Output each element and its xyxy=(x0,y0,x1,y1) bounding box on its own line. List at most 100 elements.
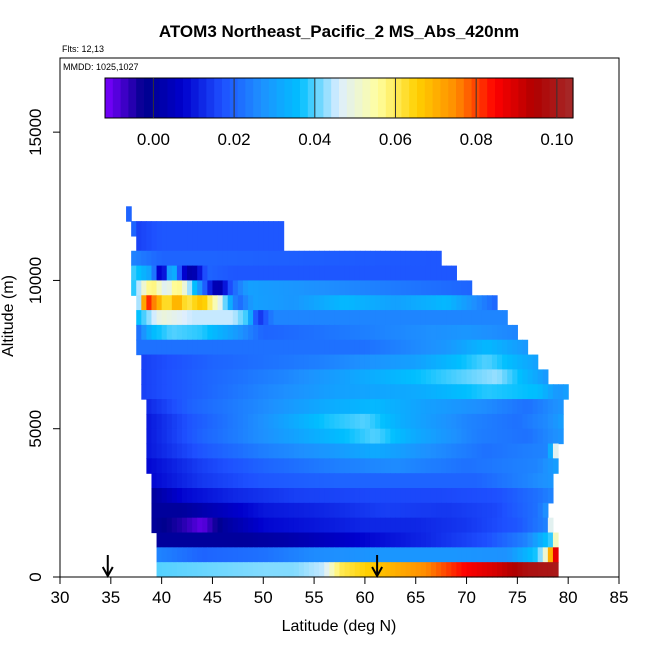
heatmap-cell xyxy=(181,295,188,311)
heatmap-cell xyxy=(380,562,386,578)
heatmap-cell xyxy=(380,458,386,474)
heatmap-cell xyxy=(151,502,158,519)
heatmap-cell xyxy=(420,384,427,400)
heatmap-cell xyxy=(441,473,447,489)
heatmap-cell xyxy=(466,562,473,578)
heatmap-cell xyxy=(339,280,346,296)
heatmap-cell xyxy=(136,250,142,267)
flight-markers xyxy=(101,555,383,579)
heatmap-cell xyxy=(349,280,356,296)
heatmap-cell xyxy=(446,547,452,563)
colorbar-segment xyxy=(253,78,262,118)
heatmap-cell xyxy=(217,547,224,563)
heatmap-cell xyxy=(390,280,396,296)
heatmap-cell xyxy=(359,280,366,296)
heatmap-cell xyxy=(176,280,183,296)
heatmap-cell xyxy=(176,502,183,519)
heatmap-cell xyxy=(425,473,432,489)
heatmap-cell xyxy=(420,458,427,474)
heatmap-cell xyxy=(329,354,336,370)
heatmap-cell xyxy=(253,473,259,489)
heatmap-cell xyxy=(151,488,158,504)
heatmap-cell xyxy=(293,295,300,311)
heatmap-cell xyxy=(248,221,254,252)
heatmap-cell xyxy=(512,502,518,519)
heatmap-cell xyxy=(222,324,229,341)
heatmap-cell xyxy=(268,250,275,267)
heatmap-cell xyxy=(283,458,290,474)
heatmap-cell xyxy=(359,413,366,430)
heatmap-cell xyxy=(146,458,153,474)
heatmap-cell xyxy=(334,488,341,504)
heatmap-cell xyxy=(288,384,295,400)
heatmap-cell xyxy=(263,547,269,563)
heatmap-cell xyxy=(410,265,417,282)
heatmap-cell xyxy=(385,532,391,548)
heatmap-cell xyxy=(253,488,259,504)
heatmap-cell xyxy=(166,532,173,548)
heatmap-cell xyxy=(187,502,193,519)
heatmap-cell xyxy=(354,399,361,415)
heatmap-cell xyxy=(314,384,320,400)
heatmap-cell xyxy=(476,443,483,459)
heatmap-cell xyxy=(227,532,234,548)
heatmap-cell xyxy=(476,488,483,504)
heatmap-cell xyxy=(415,399,422,415)
heatmap-cell xyxy=(151,458,158,474)
heatmap-cell xyxy=(329,562,336,578)
colorbar-segment xyxy=(245,78,254,118)
heatmap-cell xyxy=(354,369,361,385)
heatmap-cell xyxy=(502,488,508,504)
heatmap-cell xyxy=(151,369,158,385)
heatmap-cell xyxy=(364,547,371,563)
heatmap-cell xyxy=(151,428,158,445)
heatmap-cell xyxy=(222,384,229,400)
heatmap-cell xyxy=(430,324,437,341)
colorbar-segment xyxy=(518,78,527,118)
heatmap-cell xyxy=(380,473,386,489)
heatmap-cell xyxy=(232,250,239,267)
heatmap-cell xyxy=(491,443,498,459)
heatmap-cell xyxy=(181,265,188,282)
colorbar-segment xyxy=(549,78,558,118)
heatmap-cell xyxy=(248,562,254,578)
heatmap-cell xyxy=(461,280,468,296)
heatmap-cell xyxy=(324,562,330,578)
heatmap-cell xyxy=(364,502,371,519)
x-tick-label: 35 xyxy=(101,588,120,607)
heatmap-cell xyxy=(415,265,422,282)
heatmap-cell xyxy=(309,413,315,430)
heatmap-cell xyxy=(410,547,417,563)
heatmap-cell xyxy=(456,399,463,415)
colorbar-segment xyxy=(198,78,207,118)
heatmap-cell xyxy=(497,369,503,385)
heatmap-cell xyxy=(248,369,254,385)
colorbar-tick-label: 0.00 xyxy=(137,130,170,149)
heatmap-cell xyxy=(395,413,402,430)
heatmap-cell xyxy=(156,458,163,474)
heatmap-cell xyxy=(237,473,244,489)
heatmap-cell xyxy=(476,428,483,445)
heatmap-cell xyxy=(405,324,412,341)
heatmap-cell xyxy=(237,265,244,282)
heatmap-cell xyxy=(359,399,366,415)
heatmap-cell xyxy=(476,517,483,534)
heatmap-cell xyxy=(415,562,422,578)
heatmap-cell xyxy=(187,221,193,252)
heatmap-cell xyxy=(481,473,488,489)
heatmap-cell xyxy=(395,458,402,474)
heatmap-cell xyxy=(258,310,264,326)
heatmap-cell xyxy=(420,488,427,504)
heatmap-cell xyxy=(354,562,361,578)
heatmap-cell xyxy=(268,443,275,459)
heatmap-cell xyxy=(181,384,188,400)
heatmap-cell xyxy=(410,413,417,430)
heatmap-cell xyxy=(146,295,153,311)
heatmap-cell xyxy=(156,562,163,578)
heatmap-cell xyxy=(395,295,402,311)
heatmap-cell xyxy=(232,369,239,385)
heatmap-cell xyxy=(385,547,391,563)
heatmap-cell xyxy=(253,458,259,474)
colorbar-segment xyxy=(237,78,246,118)
heatmap-cell xyxy=(278,413,285,430)
